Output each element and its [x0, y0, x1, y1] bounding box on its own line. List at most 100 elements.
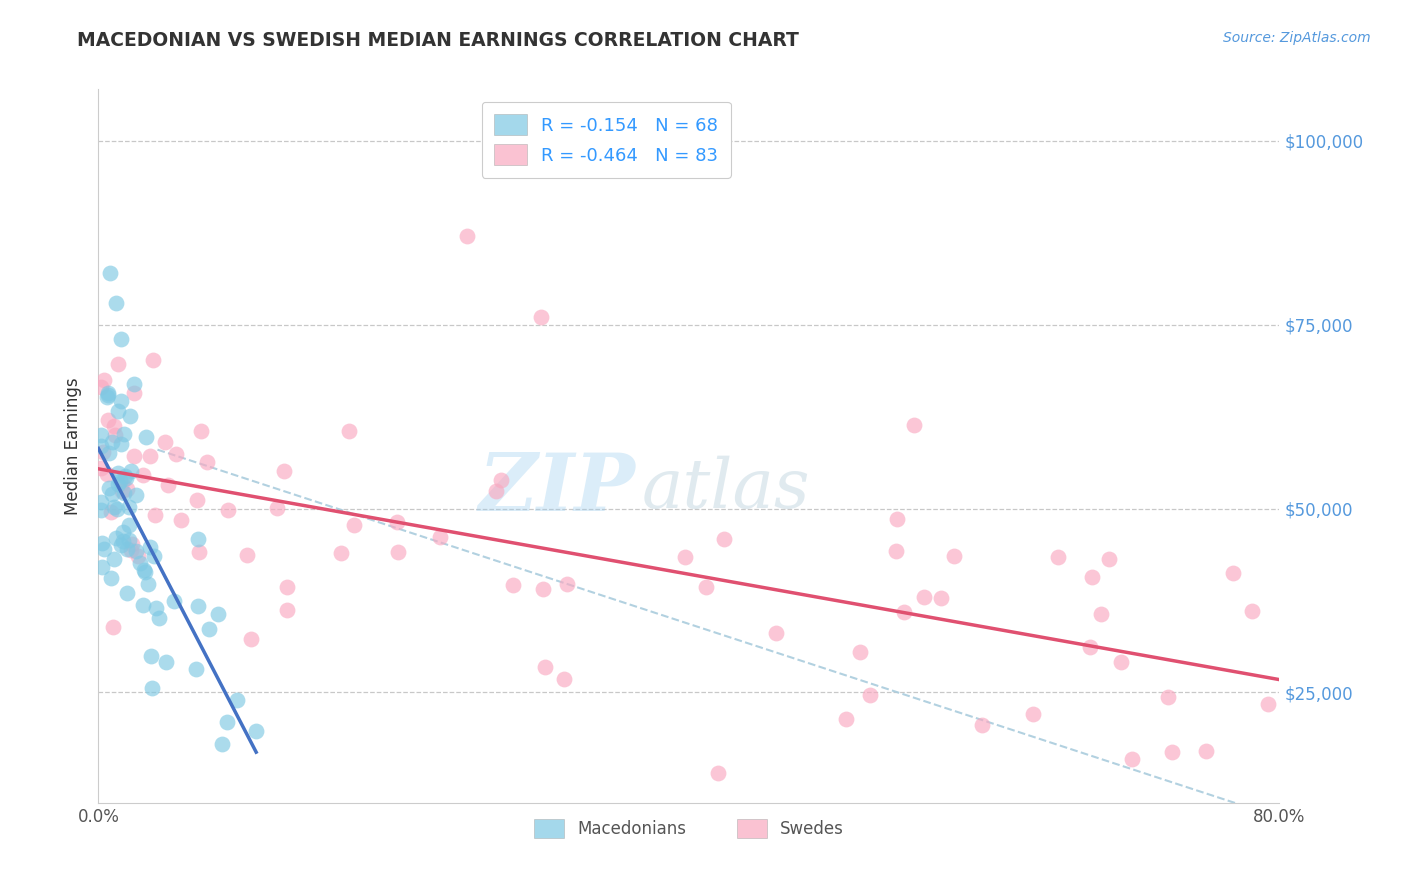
Point: [110, 474, 132, 488]
Point: [103, 552, 125, 566]
Point: [1257, 697, 1279, 711]
Point: [115, 542, 138, 557]
Point: [120, 409, 142, 424]
Point: [695, 581, 717, 595]
Point: [187, 599, 209, 613]
Point: [141, 681, 163, 695]
Point: [186, 662, 208, 676]
Point: [1195, 744, 1218, 758]
Point: [91, 445, 114, 459]
Point: [143, 508, 166, 522]
Point: [120, 543, 142, 558]
Point: [970, 718, 993, 732]
Point: [765, 626, 787, 640]
Point: [534, 659, 557, 673]
Point: [859, 688, 882, 702]
Point: [343, 518, 366, 533]
Point: [555, 577, 578, 591]
Text: atlas: atlas: [641, 456, 810, 522]
Point: [121, 536, 143, 550]
Point: [245, 724, 267, 739]
Point: [115, 471, 138, 485]
Point: [429, 530, 451, 544]
Point: [155, 434, 177, 449]
Point: [105, 295, 128, 310]
Point: [122, 449, 145, 463]
Point: [134, 565, 156, 579]
Point: [236, 548, 259, 562]
Point: [170, 513, 193, 527]
Point: [186, 493, 208, 508]
Point: [553, 672, 575, 686]
Point: [142, 352, 165, 367]
Point: [502, 578, 524, 592]
Point: [110, 436, 132, 450]
Point: [139, 449, 162, 463]
Point: [162, 594, 184, 608]
Point: [1021, 706, 1043, 721]
Point: [107, 357, 129, 371]
Point: [131, 599, 153, 613]
Point: [707, 766, 730, 780]
Point: [98, 481, 121, 495]
Point: [135, 430, 157, 444]
Point: [155, 655, 177, 669]
Point: [138, 540, 160, 554]
Point: [1121, 752, 1143, 766]
Point: [489, 473, 512, 487]
Point: [110, 393, 132, 408]
Point: [387, 545, 409, 559]
Point: [330, 546, 353, 560]
Point: [97, 388, 120, 402]
Point: [1157, 690, 1180, 705]
Point: [124, 488, 146, 502]
Point: [187, 532, 209, 546]
Point: [273, 464, 295, 478]
Text: ZIP: ZIP: [479, 450, 636, 527]
Text: Source: ZipAtlas.com: Source: ZipAtlas.com: [1223, 31, 1371, 45]
Point: [103, 418, 125, 433]
Point: [886, 512, 908, 526]
Point: [145, 600, 167, 615]
Point: [103, 500, 125, 514]
Point: [104, 427, 127, 442]
Point: [90, 495, 112, 509]
Point: [215, 715, 238, 730]
Point: [96, 467, 118, 481]
Point: [91, 560, 114, 574]
Point: [198, 623, 221, 637]
Point: [1109, 655, 1132, 669]
Point: [226, 693, 249, 707]
Point: [107, 477, 129, 491]
Point: [93, 374, 115, 388]
Point: [125, 544, 148, 558]
Point: [211, 737, 233, 751]
Point: [100, 505, 122, 519]
Point: [107, 404, 129, 418]
Point: [942, 549, 965, 564]
Point: [134, 563, 156, 577]
Point: [90, 439, 112, 453]
Point: [90, 380, 112, 394]
Point: [156, 478, 179, 492]
Point: [111, 483, 134, 498]
Point: [112, 524, 135, 539]
Point: [90, 461, 112, 475]
Point: [276, 581, 298, 595]
Point: [530, 310, 553, 325]
Point: [98, 445, 121, 459]
Point: [110, 538, 132, 552]
Point: [139, 649, 162, 664]
Point: [188, 545, 211, 559]
Point: [115, 586, 138, 600]
Point: [118, 500, 141, 514]
Point: [105, 532, 128, 546]
Point: [111, 476, 134, 491]
Point: [118, 533, 141, 547]
Point: [97, 412, 120, 426]
Point: [143, 549, 166, 563]
Point: [713, 532, 735, 546]
Point: [217, 502, 239, 516]
Point: [122, 377, 145, 392]
Point: [190, 424, 212, 438]
